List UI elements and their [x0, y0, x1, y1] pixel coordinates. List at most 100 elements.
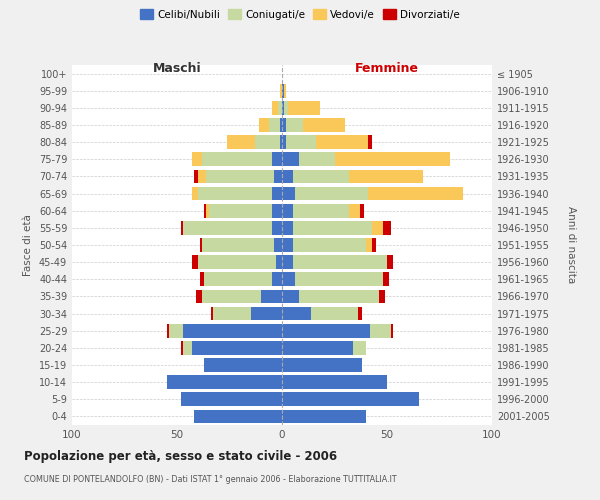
Bar [200, 272, 204, 286]
Bar [202, 152, 271, 166]
Bar [198, 256, 276, 269]
Bar [204, 272, 271, 286]
Bar [209, 204, 271, 218]
Bar [261, 290, 282, 304]
Bar [280, 118, 282, 132]
Bar [202, 238, 274, 252]
Bar [206, 204, 209, 218]
Bar [269, 118, 280, 132]
Bar [184, 324, 282, 338]
Bar [368, 186, 463, 200]
Bar [282, 101, 284, 114]
Bar [169, 324, 184, 338]
Bar [282, 341, 353, 354]
Bar [202, 290, 261, 304]
Legend: Celibi/Nubili, Coniugati/e, Vedovi/e, Divorziati/e: Celibi/Nubili, Coniugati/e, Vedovi/e, Di… [136, 5, 464, 24]
Bar [284, 84, 286, 98]
Bar [276, 256, 282, 269]
Bar [282, 221, 293, 234]
Bar [383, 272, 389, 286]
Bar [181, 341, 184, 354]
Bar [282, 306, 311, 320]
Bar [167, 376, 282, 389]
Bar [280, 84, 282, 98]
Bar [349, 170, 422, 183]
Bar [295, 272, 383, 286]
Bar [282, 256, 293, 269]
Bar [282, 376, 387, 389]
Bar [293, 170, 349, 183]
Bar [274, 170, 282, 183]
Bar [206, 170, 274, 183]
Bar [358, 306, 362, 320]
Bar [271, 221, 282, 234]
Bar [271, 204, 282, 218]
Bar [227, 136, 254, 149]
Bar [198, 170, 206, 183]
Bar [360, 204, 364, 218]
Bar [282, 186, 295, 200]
Bar [366, 238, 372, 252]
Bar [181, 221, 184, 234]
Bar [284, 101, 289, 114]
Bar [271, 152, 282, 166]
Bar [204, 358, 282, 372]
Bar [271, 272, 282, 286]
Bar [293, 238, 366, 252]
Y-axis label: Fasce di età: Fasce di età [23, 214, 33, 276]
Bar [280, 136, 282, 149]
Bar [379, 290, 385, 304]
Bar [194, 410, 282, 424]
Bar [181, 392, 282, 406]
Bar [299, 152, 335, 166]
Bar [198, 186, 271, 200]
Bar [282, 84, 284, 98]
Bar [282, 136, 286, 149]
Bar [282, 392, 419, 406]
Bar [303, 118, 345, 132]
Bar [282, 152, 299, 166]
Text: COMUNE DI PONTELANDOLFO (BN) - Dati ISTAT 1° gennaio 2006 - Elaborazione TUTTITA: COMUNE DI PONTELANDOLFO (BN) - Dati ISTA… [24, 475, 397, 484]
Bar [259, 118, 269, 132]
Bar [274, 238, 282, 252]
Bar [278, 101, 282, 114]
Bar [192, 152, 202, 166]
Bar [293, 204, 349, 218]
Bar [286, 118, 303, 132]
Bar [387, 256, 394, 269]
Bar [335, 152, 450, 166]
Text: Maschi: Maschi [152, 62, 202, 74]
Bar [311, 306, 358, 320]
Text: Popolazione per età, sesso e stato civile - 2006: Popolazione per età, sesso e stato civil… [24, 450, 337, 463]
Bar [167, 324, 169, 338]
Bar [192, 341, 282, 354]
Bar [282, 238, 293, 252]
Bar [295, 186, 368, 200]
Bar [383, 221, 391, 234]
Bar [282, 272, 295, 286]
Bar [251, 306, 282, 320]
Bar [282, 358, 362, 372]
Bar [196, 290, 202, 304]
Bar [211, 306, 213, 320]
Bar [293, 221, 372, 234]
Bar [184, 341, 192, 354]
Bar [299, 290, 379, 304]
Bar [289, 101, 320, 114]
Bar [368, 136, 372, 149]
Bar [286, 136, 316, 149]
Bar [282, 410, 366, 424]
Bar [192, 256, 198, 269]
Bar [282, 170, 293, 183]
Bar [254, 136, 280, 149]
Bar [391, 324, 394, 338]
Bar [316, 136, 368, 149]
Bar [212, 306, 251, 320]
Bar [349, 204, 360, 218]
Bar [372, 238, 377, 252]
Bar [194, 170, 198, 183]
Bar [184, 221, 271, 234]
Bar [293, 256, 387, 269]
Bar [282, 290, 299, 304]
Bar [204, 204, 206, 218]
